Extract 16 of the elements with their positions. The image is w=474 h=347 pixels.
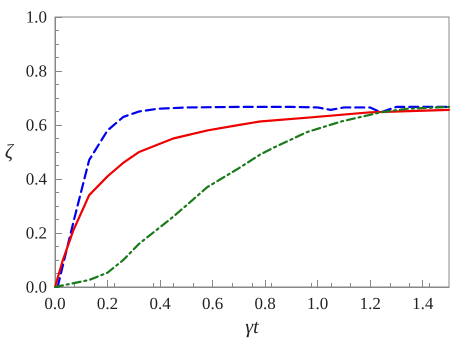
y-tick-label: 0.4 xyxy=(26,170,48,188)
x-tick-label: 1.4 xyxy=(412,294,434,313)
x-axis-title: γt xyxy=(245,316,260,338)
x-tick-label: 0.4 xyxy=(149,294,172,313)
y-tick-label: 1.0 xyxy=(26,8,47,26)
x-tick-label: 0.8 xyxy=(254,294,276,313)
x-tick-label: 0.0 xyxy=(44,294,66,313)
y-axis-title: ζ xyxy=(4,141,15,163)
y-tick-label: 0.2 xyxy=(26,224,47,242)
y-tick-label: 0.0 xyxy=(26,278,47,296)
x-tick-label: 1.2 xyxy=(360,294,381,313)
x-tick-label: 0.6 xyxy=(202,294,224,313)
y-tick-label: 0.8 xyxy=(26,62,47,80)
x-tick-label: 0.2 xyxy=(96,294,118,313)
x-tick-label: 1.0 xyxy=(307,294,328,313)
y-tick-label: 0.6 xyxy=(26,116,47,134)
